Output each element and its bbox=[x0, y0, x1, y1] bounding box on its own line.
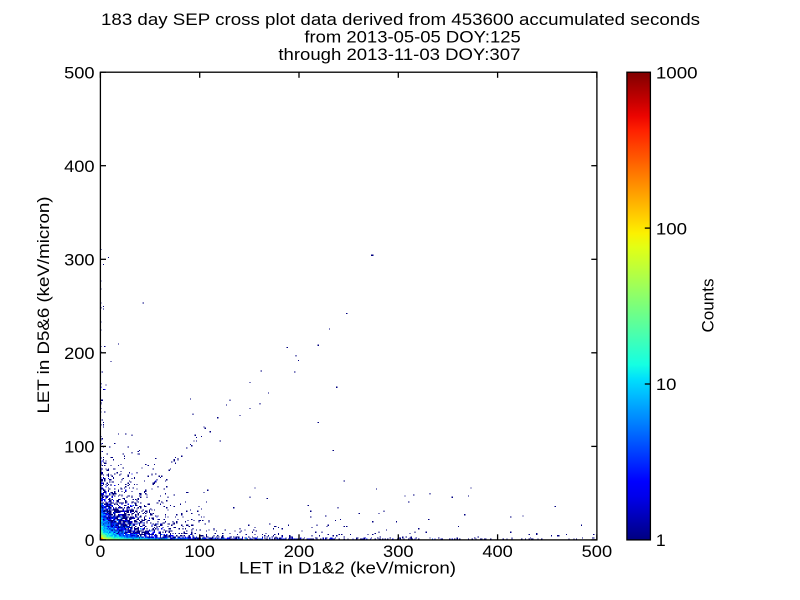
svg-text:Counts: Counts bbox=[699, 279, 718, 333]
svg-text:300: 300 bbox=[383, 542, 414, 561]
svg-text:LET in D5&6 (keV/micron): LET in D5&6 (keV/micron) bbox=[34, 197, 53, 414]
svg-text:from 2013-05-05 DOY:125: from 2013-05-05 DOY:125 bbox=[304, 28, 520, 47]
svg-text:300: 300 bbox=[64, 251, 95, 270]
svg-text:200: 200 bbox=[284, 542, 315, 561]
svg-text:500: 500 bbox=[582, 542, 613, 561]
svg-text:0: 0 bbox=[85, 531, 95, 550]
svg-text:0: 0 bbox=[96, 542, 106, 561]
svg-text:500: 500 bbox=[64, 63, 95, 82]
svg-text:183 day SEP cross plot data de: 183 day SEP cross plot data derived from… bbox=[101, 10, 700, 29]
svg-text:100: 100 bbox=[656, 219, 687, 238]
svg-text:400: 400 bbox=[64, 157, 95, 176]
svg-text:100: 100 bbox=[184, 542, 215, 561]
svg-text:100: 100 bbox=[64, 438, 95, 457]
svg-text:1: 1 bbox=[656, 531, 666, 550]
svg-text:400: 400 bbox=[482, 542, 513, 561]
svg-text:through 2013-11-03 DOY:307: through 2013-11-03 DOY:307 bbox=[278, 45, 520, 64]
svg-text:10: 10 bbox=[656, 375, 677, 394]
svg-text:1000: 1000 bbox=[656, 63, 698, 82]
svg-text:200: 200 bbox=[64, 344, 95, 363]
svg-text:LET in D1&2 (keV/micron): LET in D1&2 (keV/micron) bbox=[239, 558, 456, 577]
